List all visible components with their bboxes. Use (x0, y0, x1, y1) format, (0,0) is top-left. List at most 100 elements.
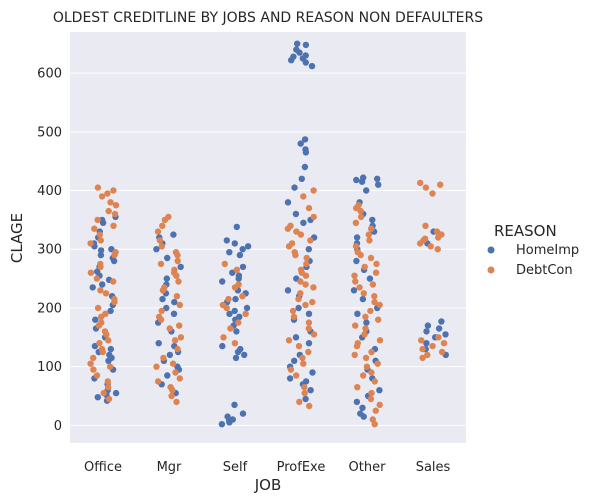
point-debtcon (104, 190, 111, 197)
point-debtcon (87, 269, 95, 276)
point-debtcon (360, 372, 367, 379)
point-debtcon (421, 235, 429, 242)
point-homeimp (293, 46, 300, 53)
point-debtcon (225, 295, 232, 303)
point-debtcon (87, 360, 94, 367)
point-debtcon (310, 284, 317, 291)
point-homeimp (159, 295, 166, 303)
point-homeimp (366, 275, 374, 282)
point-debtcon (356, 284, 363, 291)
point-homeimp (438, 318, 445, 325)
point-debtcon (165, 213, 172, 221)
point-debtcon (290, 313, 298, 320)
point-debtcon (305, 325, 312, 332)
point-homeimp (233, 223, 240, 231)
point-debtcon (291, 249, 298, 256)
point-debtcon (437, 181, 444, 188)
y-tick-label: 0 (54, 419, 62, 434)
point-homeimp (305, 246, 312, 253)
point-homeimp (231, 307, 238, 315)
y-tick-label: 600 (37, 67, 62, 82)
point-homeimp (94, 394, 102, 401)
y-tick-label: 500 (37, 125, 62, 140)
point-homeimp (153, 246, 160, 253)
point-debtcon (354, 384, 361, 391)
y-tick-label: 300 (37, 243, 62, 258)
point-homeimp (236, 313, 243, 320)
point-debtcon (305, 204, 313, 212)
point-debtcon (368, 369, 375, 376)
point-debtcon (156, 237, 164, 244)
point-debtcon (301, 389, 308, 397)
point-debtcon (227, 325, 234, 332)
point-homeimp (166, 351, 174, 359)
point-homeimp (241, 351, 248, 359)
point-homeimp (291, 357, 298, 364)
point-homeimp (308, 62, 316, 70)
point-debtcon (357, 207, 364, 215)
point-debtcon (177, 334, 185, 341)
point-debtcon (305, 319, 313, 326)
point-homeimp (244, 243, 252, 250)
point-homeimp (218, 421, 226, 428)
point-debtcon (93, 372, 101, 379)
point-debtcon (102, 290, 110, 297)
x-tick-label: Office (84, 460, 122, 475)
point-debtcon (302, 301, 309, 309)
chart-title: OLDEST CREDITLINE BY JOBS AND REASON NON… (53, 10, 483, 26)
point-debtcon (297, 231, 305, 238)
point-homeimp (164, 254, 171, 262)
point-debtcon (361, 331, 368, 338)
point-debtcon (154, 228, 162, 235)
point-debtcon (293, 372, 300, 379)
point-debtcon (300, 193, 307, 200)
point-homeimp (239, 263, 247, 271)
point-debtcon (101, 328, 109, 335)
point-debtcon (371, 293, 378, 300)
point-debtcon (297, 290, 304, 297)
point-debtcon (242, 310, 249, 317)
point-homeimp (163, 275, 170, 282)
point-debtcon (97, 287, 104, 294)
point-debtcon (155, 313, 163, 320)
point-homeimp (231, 240, 238, 247)
point-debtcon (419, 354, 426, 362)
point-homeimp (302, 146, 309, 153)
point-homeimp (353, 234, 361, 241)
point-debtcon (219, 301, 227, 309)
x-tick-label: Sales (416, 460, 451, 475)
point-debtcon (303, 260, 310, 268)
y-tick-label: 400 (37, 184, 62, 199)
point-homeimp (231, 401, 238, 408)
point-homeimp (359, 295, 367, 303)
data-points (87, 40, 449, 428)
point-homeimp (155, 340, 162, 347)
x-tick-label: Mgr (157, 460, 182, 475)
point-debtcon (172, 369, 179, 376)
x-axis-label: JOB (254, 476, 282, 494)
point-debtcon (376, 337, 384, 344)
point-debtcon (296, 398, 303, 406)
point-homeimp (112, 389, 120, 397)
point-debtcon (365, 231, 372, 238)
point-debtcon (438, 348, 446, 356)
point-homeimp (353, 398, 361, 406)
point-homeimp (302, 378, 310, 385)
point-homeimp (294, 40, 301, 47)
point-homeimp (301, 136, 309, 143)
point-debtcon (375, 316, 382, 323)
point-debtcon (300, 360, 307, 367)
point-debtcon (310, 331, 318, 338)
point-homeimp (302, 395, 309, 403)
point-debtcon (310, 213, 317, 221)
point-debtcon (111, 295, 118, 303)
point-homeimp (297, 140, 304, 147)
point-debtcon (100, 389, 107, 397)
y-axis-ticks: 0 100 200 300 400 500 600 (37, 67, 62, 434)
point-debtcon (105, 207, 112, 215)
point-debtcon (90, 366, 97, 373)
point-debtcon (111, 210, 119, 218)
point-homeimp (290, 53, 297, 60)
point-homeimp (170, 231, 177, 238)
legend-title: REASON (494, 222, 557, 240)
